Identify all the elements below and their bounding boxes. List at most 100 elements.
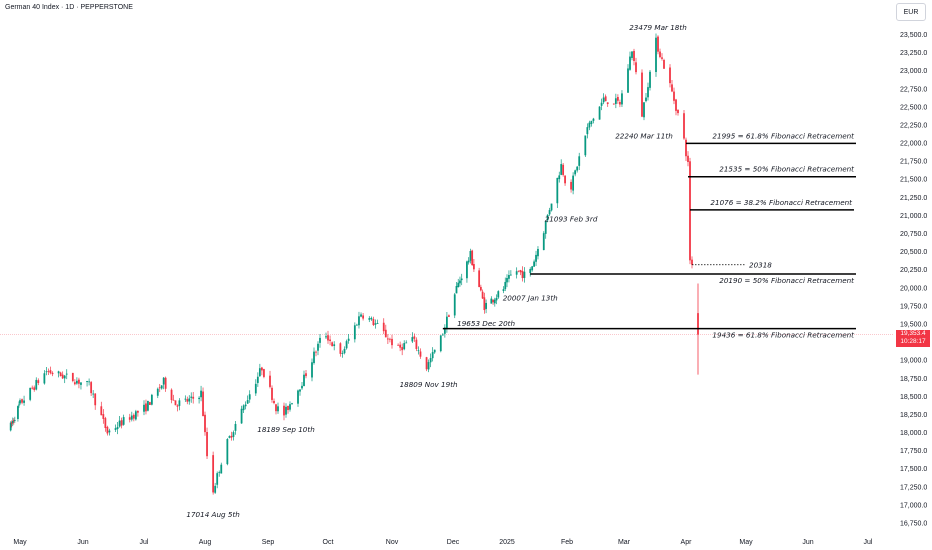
swing-annotation: 23479 Mar 18th [629, 23, 687, 32]
x-tick-label: Dec [447, 539, 460, 546]
y-tick-label: 21,500.0 [900, 177, 927, 184]
candle-body [212, 455, 215, 493]
candle-body [128, 417, 131, 420]
candle-body [242, 405, 245, 411]
candle-body [508, 275, 510, 279]
candle-body [419, 351, 422, 357]
candle-body [240, 408, 243, 424]
y-tick-label: 20,250.0 [900, 267, 927, 274]
candle-body [162, 377, 165, 385]
candle-body [43, 373, 46, 384]
candle-body [425, 357, 428, 370]
candle-body [633, 50, 635, 61]
candle-body [190, 396, 193, 398]
candle-body [108, 430, 111, 433]
candle-body [517, 270, 520, 272]
y-tick-label: 18,500.0 [900, 394, 927, 401]
candle-body [305, 373, 307, 377]
candle-body [319, 337, 321, 343]
candle-body [94, 393, 97, 406]
candle-body [116, 426, 119, 430]
candle-body [544, 221, 547, 234]
candle-body [669, 67, 671, 84]
candle-body [339, 343, 342, 354]
y-tick-label: 18,250.0 [900, 412, 927, 419]
candle-body [523, 271, 526, 278]
candle-body [228, 436, 231, 438]
candle-body [372, 319, 375, 326]
candle-body [616, 96, 619, 101]
candle-body [631, 51, 633, 58]
candle-body [92, 393, 95, 395]
candle-body [230, 435, 233, 438]
level-label: 21535 = 50% Fibonacci Retracement [719, 165, 855, 174]
candle-body [535, 254, 537, 262]
candle-body [556, 177, 559, 204]
candle-body [592, 118, 595, 121]
y-tick-label: 23,000.0 [900, 68, 927, 75]
y-tick-label: 19,000.0 [900, 358, 927, 365]
candle-body [558, 175, 561, 180]
candle-body [691, 259, 693, 265]
y-tick-label: 17,750.0 [900, 448, 927, 455]
candle-body [671, 84, 673, 92]
candle-body [506, 278, 508, 283]
candle-body [143, 404, 145, 412]
candle-body [204, 414, 206, 433]
candle-body [220, 464, 223, 474]
y-tick-label: 18,750.0 [900, 376, 927, 383]
candle-body [61, 374, 64, 379]
candle-body [619, 101, 621, 105]
candle-body [216, 473, 219, 485]
candle-body [13, 420, 16, 422]
candle-body [685, 139, 687, 157]
candle-body [697, 313, 699, 335]
candle-body [431, 352, 434, 359]
candle-body [466, 261, 468, 279]
candle-body [19, 400, 21, 404]
x-tick-label: Jul [864, 539, 873, 546]
candle-body [546, 214, 549, 221]
x-tick-label: Jun [802, 539, 813, 546]
candle-body [186, 399, 189, 402]
candle-body [509, 274, 512, 276]
candle-body [291, 403, 293, 405]
candle-body [358, 316, 360, 326]
candle-body [246, 400, 249, 404]
current-price-label: 19,353.4 10:28:17 [896, 330, 930, 347]
candle-body [612, 103, 615, 105]
candle-body [102, 414, 105, 419]
y-tick-label: 17,250.0 [900, 484, 927, 491]
candle-body [429, 358, 432, 363]
candle-body [104, 418, 107, 429]
candle-body [248, 394, 251, 400]
currency-button[interactable]: EUR [896, 3, 926, 21]
candle-body [303, 374, 305, 387]
candle-body [78, 379, 80, 384]
candle-body [71, 372, 74, 382]
candle-body [313, 351, 315, 364]
candle-body [170, 389, 173, 401]
y-tick-label: 22,250.0 [900, 122, 927, 129]
candle-body [285, 406, 287, 415]
candle-body [347, 338, 350, 341]
candle-body [271, 387, 273, 400]
swing-annotation: 19653 Dec 20th [457, 319, 515, 328]
candle-body [481, 291, 484, 299]
candle-body [459, 280, 461, 284]
candle-body [202, 391, 204, 416]
x-tick-label: Oct [323, 539, 334, 546]
y-tick-label: 20,750.0 [900, 231, 927, 238]
candle-body [134, 411, 137, 420]
candle-body [37, 380, 40, 383]
candle-body [88, 381, 90, 383]
candle-body [206, 431, 208, 457]
candle-body [86, 381, 88, 382]
candle-body [137, 410, 139, 413]
candle-body [439, 335, 442, 352]
level-label: 21076 = 38.2% Fibonacci Retracement [710, 198, 853, 207]
candle-body [234, 423, 237, 431]
candle-body [405, 342, 408, 344]
candle-body [23, 400, 25, 403]
